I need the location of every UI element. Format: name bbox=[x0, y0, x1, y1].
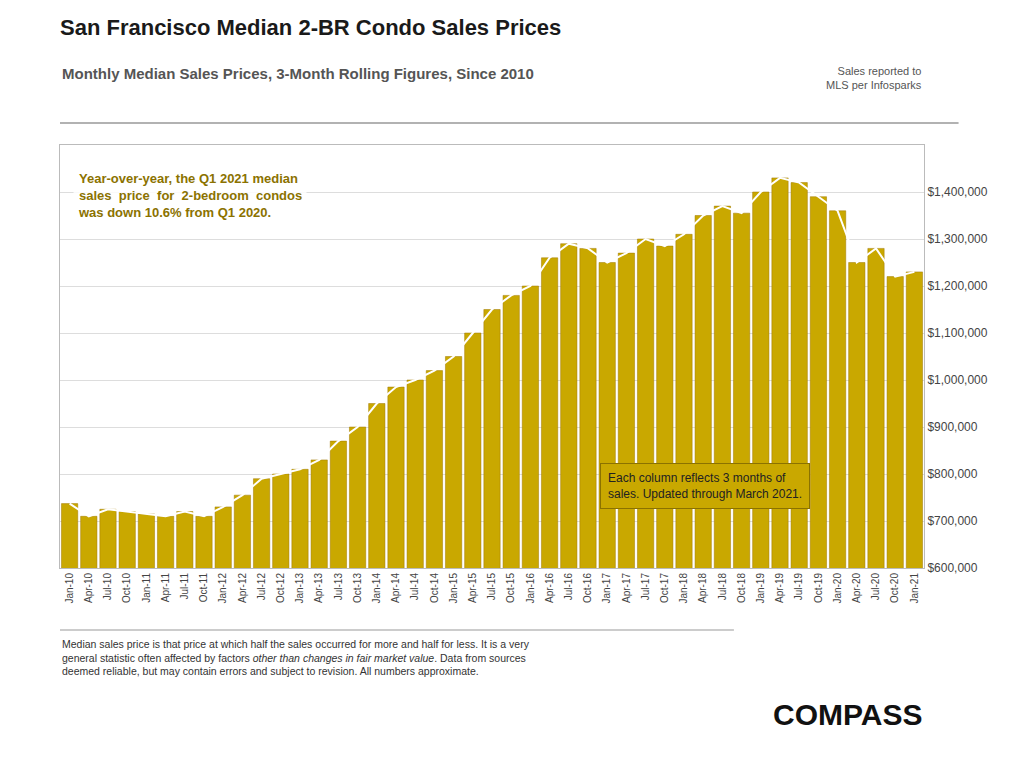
svg-text:Oct-14: Oct-14 bbox=[429, 573, 440, 603]
svg-text:Apr-18: Apr-18 bbox=[697, 573, 708, 603]
svg-text:Jan-18: Jan-18 bbox=[678, 573, 689, 604]
svg-text:Jan-19: Jan-19 bbox=[755, 573, 766, 604]
svg-text:Apr-11: Apr-11 bbox=[160, 573, 171, 603]
svg-text:Oct-13: Oct-13 bbox=[352, 573, 363, 603]
svg-text:Oct-12: Oct-12 bbox=[275, 573, 286, 603]
svg-text:Apr-10: Apr-10 bbox=[83, 573, 94, 603]
svg-text:Oct-17: Oct-17 bbox=[659, 573, 670, 603]
svg-text:Jan-11: Jan-11 bbox=[141, 573, 152, 603]
svg-text:$1,000,000: $1,000,000 bbox=[927, 373, 987, 387]
svg-text:San Francisco Median 2-BR Cond: San Francisco Median 2-BR Condo Sales Pr… bbox=[60, 15, 561, 40]
svg-text:$1,400,000: $1,400,000 bbox=[927, 185, 987, 199]
svg-text:Jul-13: Jul-13 bbox=[333, 573, 344, 601]
svg-text:$900,000: $900,000 bbox=[927, 420, 977, 434]
svg-text:Apr-13: Apr-13 bbox=[313, 573, 324, 603]
svg-text:$700,000: $700,000 bbox=[927, 514, 977, 528]
svg-text:Oct-19: Oct-19 bbox=[813, 573, 824, 603]
svg-text:Jul-15: Jul-15 bbox=[486, 573, 497, 601]
svg-text:Apr-20: Apr-20 bbox=[851, 573, 862, 603]
svg-text:Each column reflects 3 months: Each column reflects 3 months ofsales. U… bbox=[608, 471, 802, 501]
svg-text:Jan-20: Jan-20 bbox=[832, 573, 843, 604]
svg-text:Apr-14: Apr-14 bbox=[390, 573, 401, 603]
svg-text:$1,300,000: $1,300,000 bbox=[927, 232, 987, 246]
svg-text:$1,200,000: $1,200,000 bbox=[927, 279, 987, 293]
svg-text:Median sales price is that pri: Median sales price is that price at whic… bbox=[62, 638, 530, 677]
svg-text:Oct-11: Oct-11 bbox=[198, 573, 209, 603]
svg-text:Jul-17: Jul-17 bbox=[640, 573, 651, 601]
svg-text:Jul-16: Jul-16 bbox=[563, 573, 574, 601]
svg-text:$1,100,000: $1,100,000 bbox=[927, 326, 987, 340]
svg-text:COMPASS: COMPASS bbox=[773, 698, 922, 731]
svg-text:Jul-19: Jul-19 bbox=[793, 573, 804, 601]
svg-text:Jan-14: Jan-14 bbox=[371, 573, 382, 604]
svg-text:Jan-13: Jan-13 bbox=[294, 573, 305, 604]
svg-text:Oct-18: Oct-18 bbox=[736, 573, 747, 603]
svg-text:Sales reported toMLS per Infos: Sales reported toMLS per Infosparks bbox=[826, 65, 922, 91]
svg-text:Jul-11: Jul-11 bbox=[179, 573, 190, 600]
svg-text:Apr-17: Apr-17 bbox=[621, 573, 632, 603]
svg-text:Oct-10: Oct-10 bbox=[121, 573, 132, 603]
svg-text:Jul-10: Jul-10 bbox=[102, 573, 113, 601]
svg-text:Apr-12: Apr-12 bbox=[237, 573, 248, 603]
svg-text:Jan-16: Jan-16 bbox=[525, 573, 536, 604]
svg-text:Monthly Median Sales Prices, 3: Monthly Median Sales Prices, 3-Month Rol… bbox=[62, 65, 534, 82]
svg-text:Jan-21: Jan-21 bbox=[909, 573, 920, 604]
svg-text:Jul-18: Jul-18 bbox=[717, 573, 728, 601]
svg-text:Jan-17: Jan-17 bbox=[601, 573, 612, 604]
svg-text:$800,000: $800,000 bbox=[927, 467, 977, 481]
svg-text:$600,000: $600,000 bbox=[927, 561, 977, 575]
svg-text:Jul-20: Jul-20 bbox=[870, 573, 881, 601]
svg-text:Jan-10: Jan-10 bbox=[64, 573, 75, 604]
svg-text:Oct-16: Oct-16 bbox=[582, 573, 593, 603]
svg-text:Jul-12: Jul-12 bbox=[256, 573, 267, 601]
svg-text:Apr-15: Apr-15 bbox=[467, 573, 478, 603]
svg-text:Jan-12: Jan-12 bbox=[217, 573, 228, 604]
svg-text:Year-over-year, the Q1 2021 me: Year-over-year, the Q1 2021 mediansales … bbox=[78, 171, 302, 220]
svg-text:Apr-19: Apr-19 bbox=[774, 573, 785, 603]
svg-text:Apr-16: Apr-16 bbox=[544, 573, 555, 603]
svg-text:Oct-15: Oct-15 bbox=[505, 573, 516, 603]
svg-text:Oct-20: Oct-20 bbox=[889, 573, 900, 603]
svg-text:Jan-15: Jan-15 bbox=[448, 573, 459, 604]
svg-text:Jul-14: Jul-14 bbox=[409, 573, 420, 601]
